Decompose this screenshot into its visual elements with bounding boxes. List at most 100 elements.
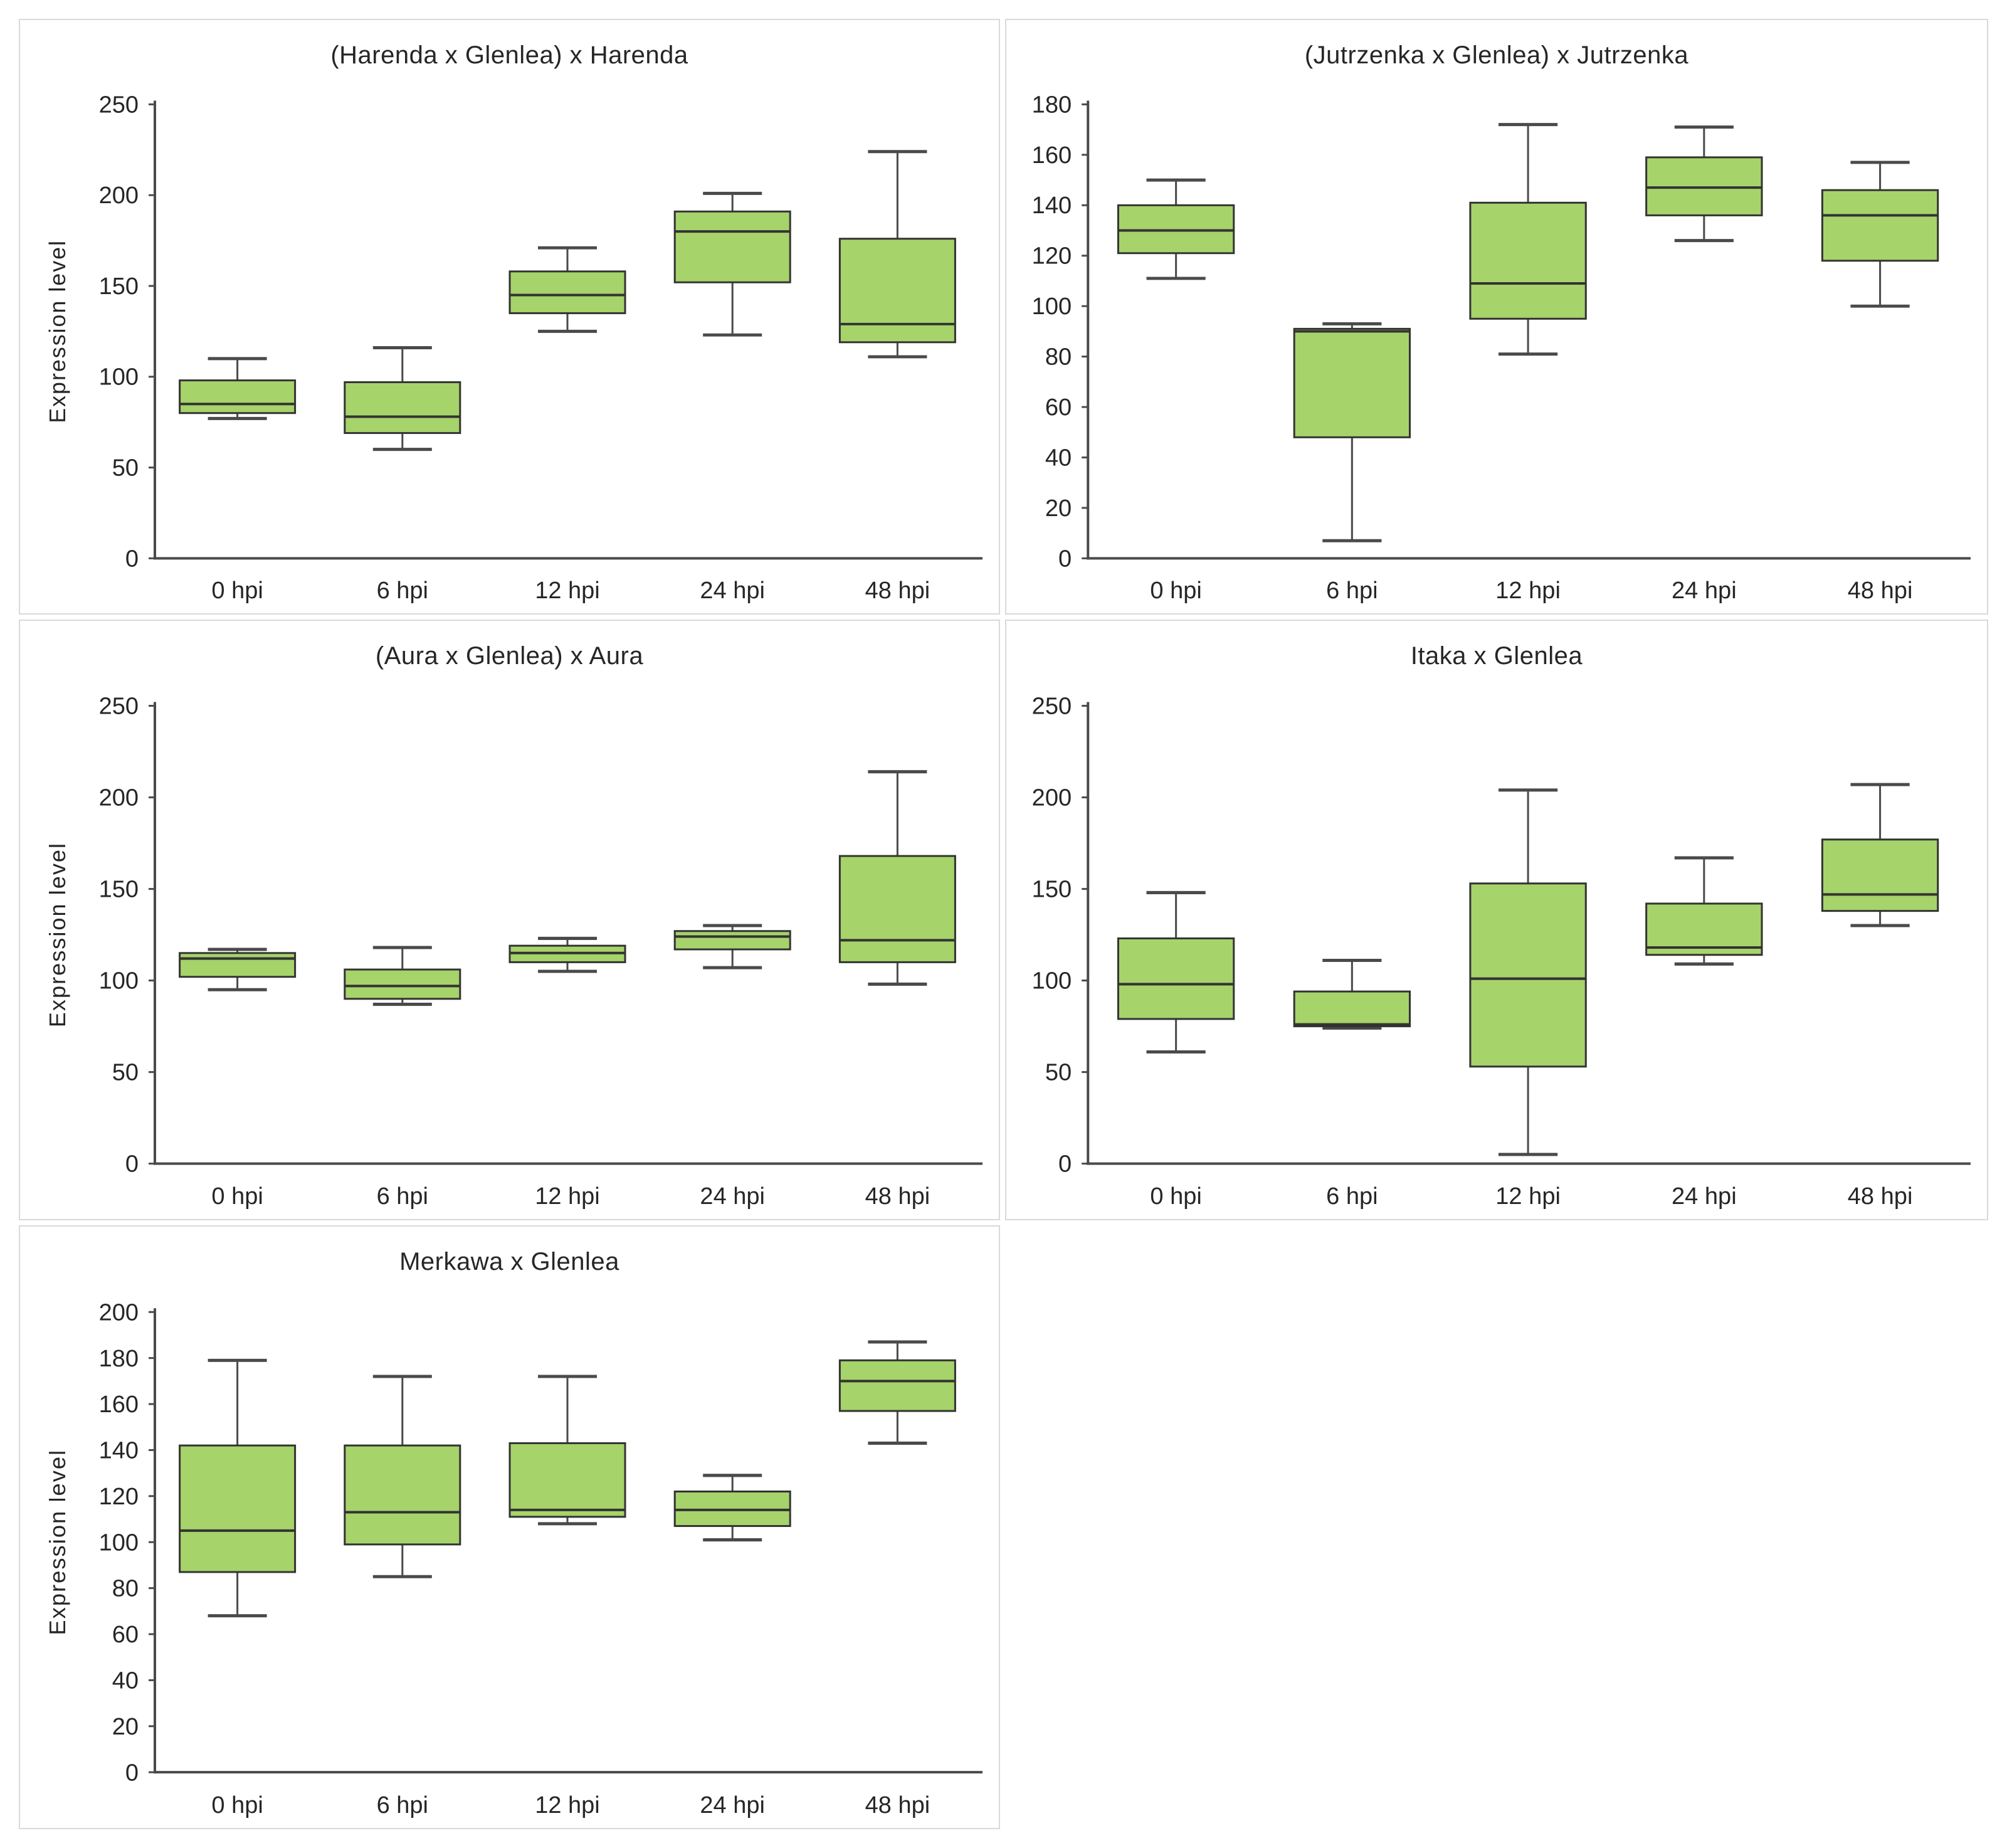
y-tick-label: 60 — [112, 1621, 139, 1648]
y-tick-label: 250 — [99, 694, 139, 720]
y-tick-label: 0 — [125, 546, 139, 572]
boxplot-chart-aura: 0 50 100 150 200 250 Expression level 0 hpi 6 hp… — [45, 694, 982, 1210]
x-tick-label: 0 hpi — [211, 578, 263, 604]
chart-title: Merkawa x Glenlea — [399, 1248, 619, 1275]
x-tick-label: 6 hpi — [1326, 1183, 1378, 1210]
y-tick-label: 160 — [99, 1391, 139, 1418]
iqr-box — [838, 1359, 956, 1412]
x-tick-label: 48 hpi — [865, 1183, 930, 1210]
x-tick-label: 48 hpi — [865, 578, 930, 604]
y-tick-label: 150 — [99, 877, 139, 903]
y-tick-label: 0 — [125, 1151, 139, 1178]
y-tick-label: 20 — [112, 1713, 139, 1740]
x-tick-label: 6 hpi — [1326, 578, 1378, 604]
y-tick-label: 250 — [1032, 694, 1072, 720]
iqr-box — [673, 930, 791, 951]
y-axis-title: Expression level — [45, 1449, 70, 1635]
x-tick-label: 24 hpi — [1672, 578, 1737, 604]
iqr-box — [179, 952, 297, 978]
y-tick-label: 80 — [1045, 344, 1072, 371]
y-tick-label: 40 — [112, 1667, 139, 1694]
y-tick-label: 0 — [1058, 546, 1072, 572]
y-tick-label: 200 — [1032, 785, 1072, 811]
iqr-box — [838, 238, 956, 344]
x-tick-label: 24 hpi — [700, 578, 764, 604]
x-tick-label: 6 hpi — [377, 578, 428, 604]
y-tick-label: 100 — [99, 968, 139, 995]
y-tick-label: 0 — [1058, 1151, 1072, 1178]
iqr-box — [1117, 937, 1235, 1020]
y-tick-label: 180 — [99, 1345, 139, 1372]
y-tick-label: 50 — [1045, 1060, 1072, 1086]
x-tick-label: 0 hpi — [211, 1183, 263, 1210]
iqr-box — [344, 968, 461, 1000]
y-tick-label: 100 — [99, 364, 139, 391]
iqr-box — [1293, 327, 1411, 438]
iqr-box — [1117, 204, 1235, 255]
y-tick-label: 180 — [1032, 92, 1072, 118]
x-tick-label: 12 hpi — [535, 578, 599, 604]
boxplot-chart-harenda: 0 50 100 150 200 250 Expression level 0 hpi 6 hp… — [45, 92, 982, 604]
x-tick-label: 48 hpi — [1848, 578, 1913, 604]
iqr-box — [179, 379, 297, 414]
chart-panel-jutrzenka: (Jutrzenka x Glenlea) x Jutrzenka 0 20 40 6… — [1005, 19, 1988, 615]
x-tick-label: 24 hpi — [700, 1792, 765, 1819]
y-tick-label: 20 — [1045, 495, 1072, 522]
y-tick-label: 100 — [99, 1529, 139, 1556]
iqr-box — [344, 1444, 461, 1546]
x-tick-label: 0 hpi — [1150, 578, 1202, 604]
iqr-box — [179, 1444, 297, 1573]
y-tick-label: 120 — [1032, 243, 1072, 270]
boxplot-chart-itaka: 0 50 100 150 200 250 0 hpi 6 hpi 12 hpi 24 hpi 48 … — [1032, 694, 1971, 1210]
iqr-box — [508, 270, 626, 314]
iqr-box — [673, 210, 791, 283]
x-tick-label: 0 hpi — [211, 1792, 263, 1819]
y-tick-label: 140 — [99, 1437, 139, 1464]
chart-title: (Harenda x Glenlea) x Harenda — [330, 41, 688, 69]
iqr-box — [1821, 189, 1939, 262]
x-tick-label: 48 hpi — [1848, 1183, 1913, 1210]
boxplot-chart-merkawa: 0 20 40 60 80 100 120 140 160 180 200 Expression le… — [45, 1299, 982, 1819]
y-tick-label: 80 — [112, 1575, 139, 1602]
chart-panel-aura: (Aura x Glenlea) x Aura 0 50 100 150 200 250 E… — [19, 620, 1000, 1220]
chart-panel-itaka: Itaka x Glenlea 0 50 100 150 200 250 0 hpi 6 hp… — [1005, 620, 1988, 1220]
chart-title: Itaka x Glenlea — [1410, 642, 1583, 670]
x-tick-label: 24 hpi — [700, 1183, 765, 1210]
iqr-box — [1469, 882, 1587, 1068]
y-tick-label: 140 — [1032, 193, 1072, 219]
x-tick-label: 0 hpi — [1150, 1183, 1202, 1210]
iqr-box — [1469, 201, 1587, 320]
iqr-box — [1293, 990, 1411, 1028]
y-axis-title: Expression level — [45, 240, 70, 423]
x-tick-label: 24 hpi — [1672, 1183, 1737, 1210]
y-tick-label: 60 — [1045, 394, 1072, 421]
iqr-box — [838, 855, 956, 963]
y-tick-label: 200 — [99, 785, 139, 811]
x-tick-label: 48 hpi — [865, 1792, 930, 1819]
y-tick-label: 200 — [99, 1299, 139, 1326]
x-tick-label: 12 hpi — [535, 1792, 600, 1819]
empty-cell — [1005, 1225, 1988, 1829]
chart-panel-harenda: (Harenda x Glenlea) x Harenda 0 50 100 150 2… — [19, 19, 1000, 615]
y-axis-title: Expression level — [45, 842, 70, 1027]
iqr-box — [1821, 838, 1939, 912]
y-tick-label: 50 — [112, 1060, 139, 1086]
y-tick-label: 100 — [1032, 293, 1072, 320]
y-tick-label: 100 — [1032, 968, 1072, 995]
x-tick-label: 12 hpi — [1495, 578, 1561, 604]
x-tick-label: 12 hpi — [535, 1183, 600, 1210]
y-tick-label: 250 — [99, 92, 139, 118]
chart-panel-merkawa: Merkawa x Glenlea 0 20 40 60 80 100 120 140 160 1… — [19, 1225, 1000, 1829]
y-tick-label: 50 — [112, 455, 139, 482]
x-tick-label: 6 hpi — [377, 1183, 428, 1210]
iqr-box — [1645, 156, 1763, 216]
iqr-box — [344, 381, 461, 435]
y-tick-label: 200 — [99, 182, 139, 209]
x-tick-label: 12 hpi — [1495, 1183, 1561, 1210]
y-tick-label: 40 — [1045, 445, 1072, 472]
chart-title: (Jutrzenka x Glenlea) x Jutrzenka — [1304, 41, 1689, 69]
y-tick-label: 150 — [99, 273, 139, 300]
chart-title: (Aura x Glenlea) x Aura — [375, 642, 644, 670]
